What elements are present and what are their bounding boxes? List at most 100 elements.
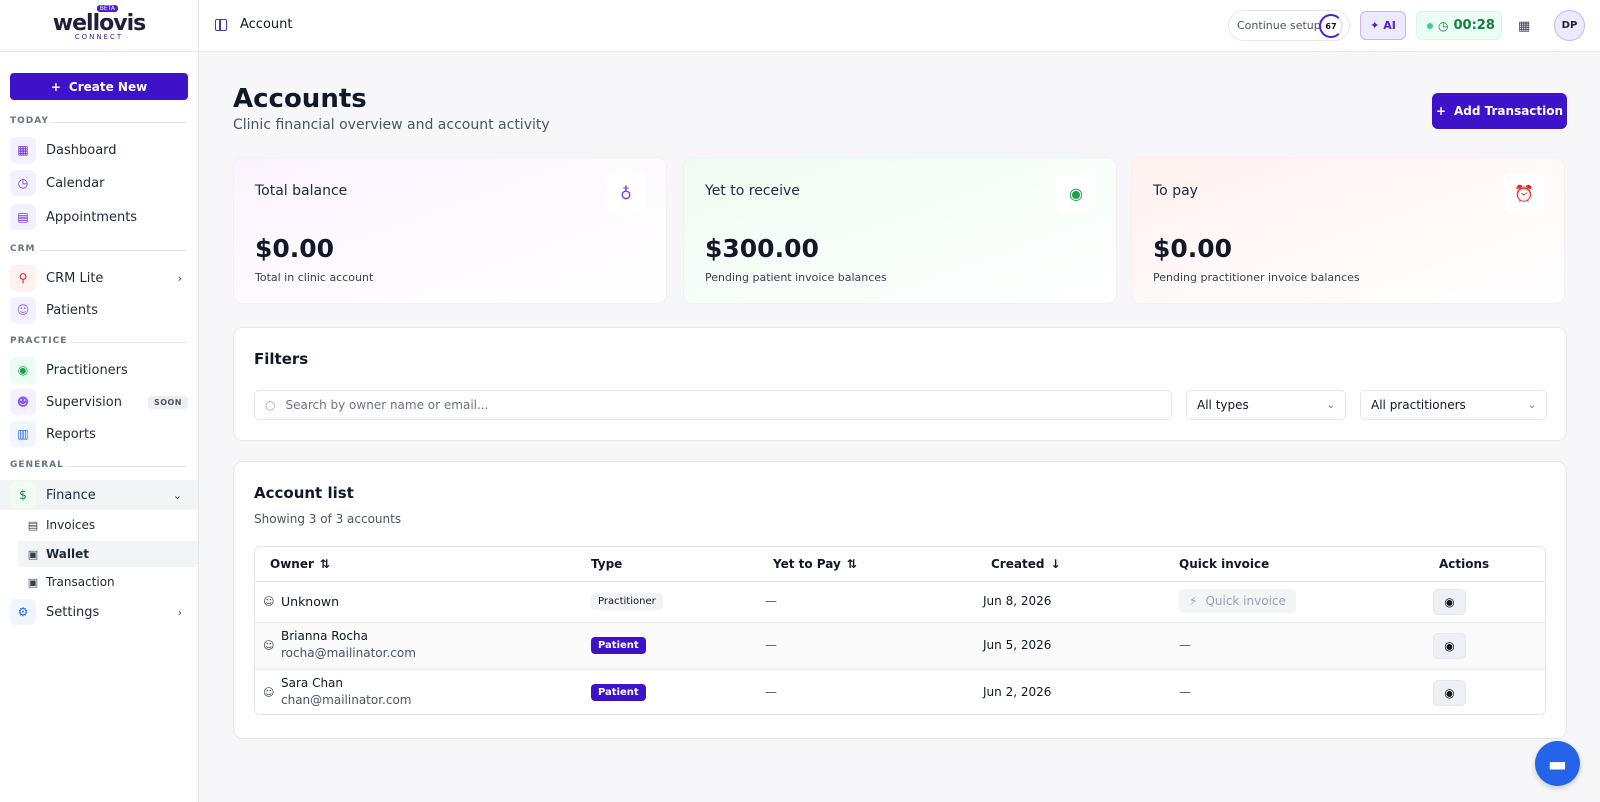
eye-icon: ◉ (1444, 639, 1455, 653)
card-label: Yet to receive (705, 183, 800, 199)
sort-icon: ⇅ (319, 557, 330, 571)
section-crm: CRM (10, 244, 36, 254)
logo-beta-badge: BETA (96, 4, 118, 12)
column-created[interactable]: Created ↓ (991, 557, 1061, 571)
breadcrumb: Account (240, 17, 293, 32)
sidebar-item-transaction[interactable]: ▣ Transaction (27, 575, 115, 589)
sidebar-item-finance[interactable]: $ Finance ⌄ (0, 480, 198, 510)
owner-name: Unknown (281, 594, 340, 609)
bar-chart-icon: ▥ (10, 421, 36, 447)
sidebar-item-supervision[interactable]: ☻ Supervision SOON (10, 388, 190, 416)
sidebar-item-practitioners[interactable]: ◉ Practitioners (10, 356, 190, 384)
sidebar-item-invoices[interactable]: ▤ Invoices (27, 518, 96, 532)
ai-button[interactable]: ✦ AI (1360, 11, 1406, 40)
chevron-down-icon: ⌄ (1527, 399, 1536, 411)
chevron-down-icon: ⌄ (1326, 399, 1335, 411)
section-today: TODAY (10, 116, 49, 126)
create-new-button[interactable]: + Create New (10, 73, 188, 100)
logo[interactable]: BETA wellovis CONNECT (0, 0, 198, 52)
card-label: Total balance (255, 183, 348, 199)
wallet-icon: ▣ (27, 547, 39, 561)
add-transaction-button[interactable]: + Add Transaction (1432, 93, 1567, 129)
sidebar: BETA wellovis CONNECT + Create New TODAY… (0, 0, 199, 802)
card-amount: $0.00 (1153, 234, 1233, 263)
sort-icon: ⇅ (846, 557, 857, 571)
column-quick-invoice: Quick invoice (1179, 557, 1270, 571)
table-row: ☺ Unknown Practitioner — Jun 8, 2026 ⚡ Q… (255, 581, 1545, 622)
user-check-icon: ☺ (263, 595, 275, 608)
sidebar-item-calendar[interactable]: ◷ Calendar (10, 169, 190, 197)
owner-email: chan@mailinator.com (281, 693, 412, 707)
sparkles-icon: ✦ (1370, 19, 1380, 32)
sidebar-item-crm-lite[interactable]: ⚲ CRM Lite › (10, 264, 190, 292)
search-icon: ○ (265, 398, 276, 412)
calendar-icon: ▤ (10, 204, 36, 230)
eye-icon: ◉ (1444, 595, 1455, 609)
card-caption: Total in clinic account (255, 271, 374, 284)
chat-button[interactable]: ▬ (1535, 741, 1580, 786)
sidebar-item-dashboard[interactable]: ▦ Dashboard (10, 136, 190, 164)
type-badge: Patient (591, 684, 646, 701)
quick-invoice-button[interactable]: ⚡ Quick invoice (1179, 589, 1296, 613)
continue-setup-button[interactable]: Continue setup 67 (1228, 10, 1350, 41)
card-amount: $0.00 (255, 234, 335, 263)
chevron-right-icon: › (177, 605, 182, 619)
type-select[interactable]: All types ⌄ (1186, 390, 1346, 420)
total-balance-card: Total balance ♁ $0.00 Total in clinic ac… (233, 157, 667, 304)
search-input[interactable]: ○ Search by owner name or email... (254, 390, 1172, 420)
lightning-icon: ⚡ (1189, 594, 1198, 608)
sidebar-item-wallet[interactable]: ▣ Wallet (18, 541, 198, 567)
topbar: Account Continue setup 67 ✦ AI ◷ 00:28 ▦… (199, 0, 1600, 52)
avatar[interactable]: DP (1554, 10, 1585, 41)
section-general: GENERAL (10, 460, 64, 470)
plus-icon: + (1435, 104, 1446, 118)
section-practice: PRACTICE (10, 336, 68, 346)
view-button[interactable]: ◉ (1433, 633, 1466, 659)
accounts-count: Showing 3 of 3 accounts (254, 512, 402, 526)
sort-desc-icon: ↓ (1050, 557, 1061, 571)
logo-text: wellovis (52, 10, 146, 36)
practitioner-select[interactable]: All practitioners ⌄ (1360, 390, 1547, 420)
type-badge: Practitioner (591, 593, 663, 610)
dollar-icon: $ (10, 482, 36, 508)
yet-to-receive-card: Yet to receive ◉ $300.00 Pending patient… (683, 157, 1117, 304)
wallet-icon: ▣ (27, 575, 39, 589)
calendar-clock-icon: ◷ (10, 170, 36, 196)
owner-name: Brianna Rocha (281, 629, 368, 643)
page-title: Accounts (233, 84, 367, 114)
user-icon: ☺ (263, 639, 275, 652)
sidebar-toggle-icon[interactable] (215, 19, 227, 31)
apps-grid-icon[interactable]: ▦ (1518, 19, 1531, 34)
column-yet-to-pay[interactable]: Yet to Pay ⇅ (773, 557, 857, 571)
sidebar-item-reports[interactable]: ▥ Reports (10, 420, 190, 448)
alarm-clock-icon: ⏰ (1504, 173, 1544, 213)
card-caption: Pending patient invoice balances (705, 271, 887, 284)
created-date: Jun 5, 2026 (983, 638, 1052, 652)
user-check-icon: ☻ (10, 389, 36, 415)
user-circle-icon: ◉ (10, 357, 36, 383)
divider (50, 122, 186, 123)
quick-invoice-value: — (1179, 685, 1191, 699)
sidebar-item-settings[interactable]: ⚙ Settings › (10, 598, 190, 626)
accounts-table: Owner ⇅ Type Yet to Pay ⇅ Created ↓ Quic… (254, 546, 1546, 715)
column-owner[interactable]: Owner ⇅ (270, 557, 330, 571)
view-button[interactable]: ◉ (1433, 589, 1466, 615)
plus-icon: + (50, 79, 61, 94)
created-date: Jun 8, 2026 (983, 594, 1052, 608)
calendar-icon: ▤ (27, 518, 39, 532)
soon-badge: SOON (147, 395, 188, 409)
divider (70, 342, 186, 343)
user-circle-icon: ◉ (1056, 173, 1096, 213)
sidebar-item-appointments[interactable]: ▤ Appointments (10, 203, 190, 231)
view-button[interactable]: ◉ (1433, 680, 1466, 706)
user-route-icon: ⚲ (10, 265, 36, 291)
clock-icon: ◷ (1438, 18, 1449, 33)
yet-to-pay-value: — (765, 638, 777, 652)
sidebar-item-patients[interactable]: ☺ Patients (10, 296, 190, 324)
card-caption: Pending practitioner invoice balances (1153, 271, 1360, 284)
quick-invoice-value: — (1179, 638, 1191, 652)
card-amount: $300.00 (705, 234, 819, 263)
chat-bubble-icon: ▬ (1548, 751, 1567, 776)
session-timer[interactable]: ◷ 00:28 (1416, 11, 1502, 40)
card-label: To pay (1153, 183, 1198, 199)
